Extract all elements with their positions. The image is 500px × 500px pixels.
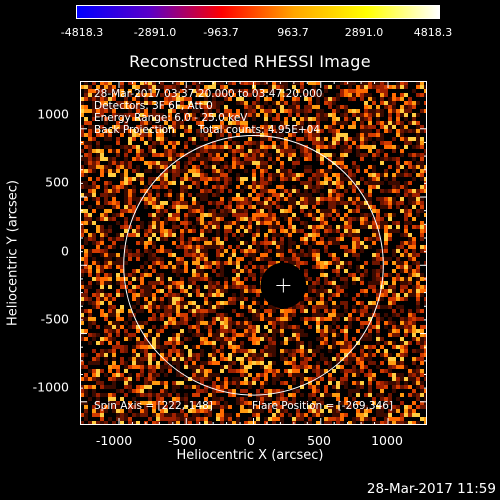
y-tick-label: 1000: [37, 106, 69, 122]
timestamp: 28-Mar-2017 11:59: [366, 481, 496, 497]
info-method: Back Projection: [94, 124, 175, 136]
x-tick-label: -500: [167, 433, 197, 448]
image-pixels: [80, 81, 427, 425]
flare-position-label: Flare Position = [-269,346]: [252, 400, 394, 412]
colorbar-tick-label: 2891.0: [344, 26, 384, 39]
colorbar-tick-label: -4818.3: [60, 26, 104, 39]
colorbar: [76, 5, 440, 19]
image-title: Reconstructed RHESSI Image: [129, 52, 371, 71]
colorbar-tick-label: -2891.0: [133, 26, 177, 39]
info-time-range: 28-Mar-2017 03:37:20.000 to 03:47:20.000: [94, 88, 323, 100]
colorbar-tick-label: 963.7: [277, 26, 309, 39]
colorbar-tick-label: -963.7: [203, 26, 239, 39]
spin-axis-label: Spin Axis = [222,-148]: [94, 400, 213, 412]
info-energy-range: Energy Range: 6.0 - 25.0 keV: [94, 112, 248, 124]
plot-frame: [80, 81, 427, 425]
x-axis-label: Heliocentric X (arcsec): [176, 448, 324, 463]
y-tick-label: 500: [45, 174, 69, 190]
y-tick-label: -500: [40, 311, 69, 327]
x-tick-label: -1000: [95, 433, 133, 448]
spin-axis-marker: [276, 278, 291, 293]
x-tick-label: 1000: [371, 433, 403, 448]
solar-limb-circle: [123, 134, 384, 396]
y-tick-label: 0: [61, 243, 69, 259]
x-tick-label: 0: [247, 433, 255, 448]
colorbar-tick-label: 4818.3: [413, 26, 453, 39]
y-axis-label: Heliocentric Y (arcsec): [5, 180, 21, 326]
reconstructed-image-plot: [80, 81, 427, 425]
info-detectors: Detectors: 3F 6F, Att 0: [94, 100, 213, 112]
y-tick-label: -1000: [32, 379, 69, 395]
info-total-counts: Total counts: 4.95E+04: [198, 124, 321, 136]
x-tick-label: 500: [307, 433, 331, 448]
